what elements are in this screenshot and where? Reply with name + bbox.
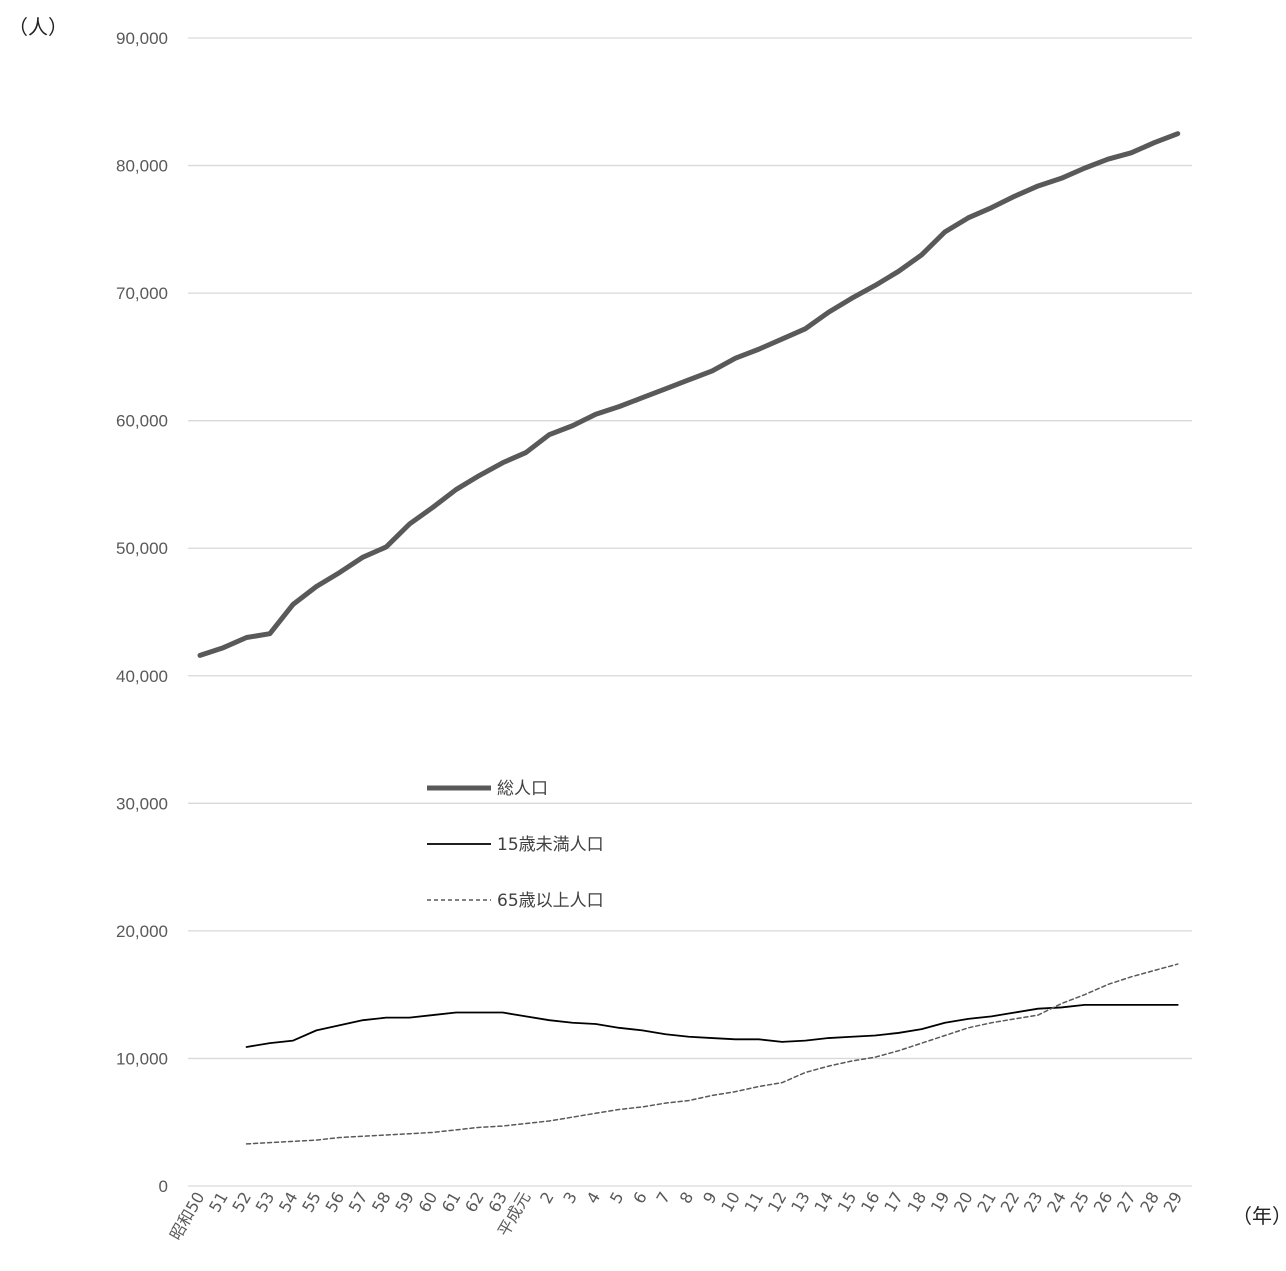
x-tick-label: 56 — [322, 1189, 349, 1216]
y-tick-label: 70,000 — [116, 284, 168, 303]
x-tick-label: 55 — [298, 1189, 325, 1216]
x-tick-label: 8 — [676, 1189, 698, 1207]
y-axis-unit-label: （人） — [8, 15, 68, 39]
y-tick-label: 0 — [159, 1177, 168, 1196]
y-tick-label: 20,000 — [116, 922, 168, 941]
x-tick-label: 5 — [606, 1189, 628, 1207]
y-tick-label: 50,000 — [116, 539, 168, 558]
x-tick-label: 7 — [653, 1189, 675, 1207]
y-tick-label: 10,000 — [116, 1049, 168, 1068]
x-tick-label: 21 — [973, 1189, 1000, 1216]
x-tick-label: 59 — [391, 1189, 418, 1216]
x-tick-label: 62 — [461, 1189, 488, 1216]
x-tick-label: 61 — [438, 1189, 465, 1216]
x-tick-label: 12 — [764, 1189, 791, 1216]
x-axis-unit-label: （年） — [1232, 1204, 1286, 1228]
x-tick-label: 51 — [205, 1189, 232, 1216]
y-tick-label: 40,000 — [116, 667, 168, 686]
x-tick-label: 52 — [228, 1189, 255, 1216]
x-tick-label: 25 — [1066, 1189, 1093, 1216]
x-tick-label: 27 — [1113, 1189, 1140, 1216]
x-tick-label: 20 — [950, 1189, 977, 1216]
gridlines — [188, 37, 1192, 1187]
x-tick-label: 58 — [368, 1189, 395, 1216]
y-tick-label: 90,000 — [116, 29, 168, 48]
y-tick-label: 30,000 — [116, 794, 168, 813]
x-tick-label: 29 — [1160, 1189, 1187, 1216]
x-tick-label: 昭和50 — [166, 1189, 209, 1244]
y-tick-label: 60,000 — [116, 412, 168, 431]
x-tick-label: 4 — [583, 1189, 605, 1207]
x-tick-label: 17 — [880, 1189, 907, 1216]
series-line-0 — [197, 131, 1181, 658]
series-lines — [197, 131, 1181, 1145]
legend: 総人口 15歳未満人口 65歳以上人口 — [427, 779, 604, 911]
x-tick-label: 16 — [857, 1189, 884, 1216]
x-tick-label: 14 — [810, 1189, 837, 1216]
series-line-2 — [245, 963, 1179, 1145]
x-tick-label: 3 — [559, 1189, 581, 1207]
y-axis-tick-labels: 0 10,000 20,000 30,000 40,000 50,000 60,000 70,… — [116, 29, 168, 1196]
series-line-1 — [245, 1003, 1179, 1048]
legend-label-total: 総人口 — [497, 779, 548, 799]
x-tick-label: 10 — [717, 1189, 744, 1216]
x-tick-label: 15 — [834, 1189, 861, 1216]
x-tick-label: 28 — [1136, 1189, 1163, 1216]
x-tick-label: 22 — [997, 1189, 1024, 1216]
x-tick-label: 54 — [275, 1189, 302, 1216]
x-tick-label: 11 — [741, 1189, 768, 1216]
x-tick-label: 60 — [415, 1189, 442, 1216]
x-tick-label: 24 — [1043, 1189, 1070, 1216]
x-tick-label: 6 — [629, 1189, 651, 1207]
x-tick-label: 53 — [252, 1189, 279, 1216]
x-tick-label: 13 — [787, 1189, 814, 1216]
legend-label-under15: 15歳未満人口 — [497, 835, 604, 855]
x-tick-label: 57 — [345, 1189, 372, 1216]
x-tick-label: 19 — [927, 1189, 954, 1216]
x-tick-label: 26 — [1090, 1189, 1117, 1216]
x-tick-label: 23 — [1020, 1189, 1047, 1216]
legend-label-over65: 65歳以上人口 — [497, 891, 604, 911]
y-tick-label: 80,000 — [116, 157, 168, 176]
x-tick-label: 18 — [904, 1189, 931, 1216]
x-tick-label: 2 — [536, 1189, 558, 1207]
